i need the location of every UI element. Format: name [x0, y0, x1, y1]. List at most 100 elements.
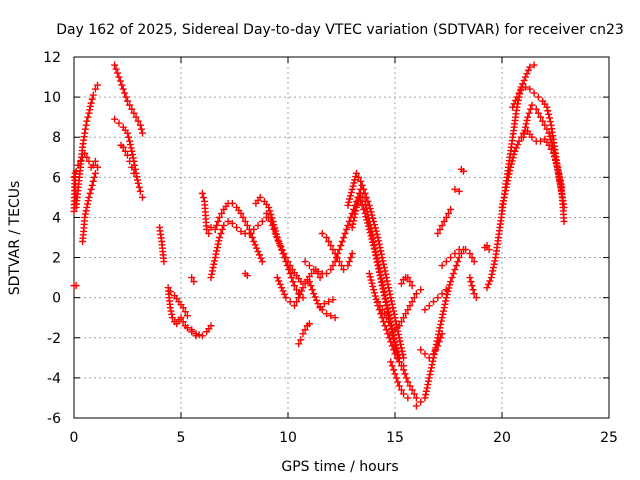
data-point: [286, 262, 294, 270]
y-tick-label: 10: [43, 90, 61, 106]
data-point: [290, 302, 298, 310]
data-point: [213, 221, 221, 229]
data-point: [183, 324, 191, 332]
data-point: [404, 306, 412, 314]
data-point: [84, 200, 92, 208]
data-point: [509, 154, 517, 162]
data-point: [295, 294, 303, 302]
data-point: [511, 147, 519, 155]
data-point: [177, 314, 185, 322]
data-point: [379, 285, 387, 293]
data-point: [81, 149, 89, 157]
data-point: [357, 197, 365, 205]
data-point: [377, 275, 385, 283]
data-point: [243, 221, 251, 229]
data-point: [368, 235, 376, 243]
data-point: [502, 183, 510, 191]
data-point: [360, 185, 368, 193]
data-point: [472, 294, 480, 302]
data-point: [437, 334, 445, 342]
data-point: [84, 197, 92, 205]
data-point: [118, 81, 126, 89]
data-point: [387, 322, 395, 330]
data-point: [82, 121, 90, 129]
data-point: [127, 144, 135, 152]
data-point: [323, 234, 331, 241]
data-point: [451, 185, 459, 193]
data-point: [199, 193, 207, 201]
data-point: [310, 290, 318, 298]
data-point: [368, 279, 376, 287]
data-point: [325, 238, 333, 246]
data-point: [486, 277, 494, 285]
data-point: [504, 177, 512, 185]
y-tick-label: -4: [47, 371, 61, 387]
data-point: [402, 310, 410, 318]
data-point: [406, 382, 414, 390]
data-point: [384, 330, 392, 338]
data-point: [371, 292, 379, 300]
plot-frame: [73, 56, 610, 419]
data-point: [455, 254, 463, 262]
data-point: [355, 173, 363, 181]
data-point: [437, 320, 445, 328]
data-point: [448, 274, 456, 282]
data-point: [94, 81, 102, 89]
data-point: [239, 213, 247, 221]
data-point: [338, 238, 346, 246]
data-point: [256, 193, 264, 201]
data-point: [484, 280, 492, 288]
data-point: [528, 101, 536, 109]
data-point: [218, 225, 226, 233]
data-point: [305, 320, 313, 328]
data-point: [374, 298, 382, 306]
data-point: [389, 332, 397, 340]
data-point: [91, 85, 99, 93]
data-point: [530, 61, 538, 69]
data-point: [320, 300, 328, 308]
data-point: [243, 272, 251, 280]
data-point: [293, 286, 301, 294]
data-point: [397, 386, 405, 394]
data-point: [181, 308, 189, 316]
data-point: [505, 170, 513, 178]
data-point: [391, 326, 399, 334]
data-point: [88, 181, 96, 189]
data-point: [122, 93, 130, 101]
data-point: [316, 304, 324, 312]
data-point: [296, 290, 304, 298]
data-point: [135, 183, 143, 191]
data-point: [211, 257, 219, 265]
data-point: [517, 85, 525, 93]
data-point: [237, 227, 245, 235]
data-point: [85, 193, 93, 201]
data-point: [447, 278, 455, 286]
data-point: [358, 201, 366, 209]
data-point: [445, 209, 452, 217]
data-point: [126, 157, 134, 165]
data-point: [550, 149, 558, 157]
data-point: [454, 258, 462, 266]
data-point: [519, 133, 527, 141]
data-point: [137, 125, 145, 133]
data-point: [233, 223, 241, 231]
data-point: [483, 284, 491, 292]
data-point: [284, 258, 292, 266]
data-point: [392, 374, 400, 382]
data-point: [89, 161, 97, 169]
data-point: [329, 296, 337, 304]
data-point: [349, 220, 357, 228]
data-point: [385, 318, 393, 326]
data-point: [429, 357, 437, 365]
data-point: [168, 314, 176, 322]
data-point: [208, 270, 216, 278]
data-point: [83, 117, 91, 125]
data-point: [114, 69, 122, 77]
data-point: [74, 161, 82, 169]
data-point: [408, 282, 416, 290]
data-point: [344, 262, 352, 270]
data-point: [168, 310, 176, 318]
data-point: [345, 198, 353, 206]
data-point: [314, 268, 322, 276]
data-point: [289, 278, 297, 286]
